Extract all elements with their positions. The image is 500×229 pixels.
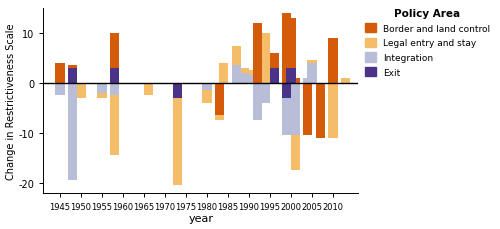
Bar — [290, 84, 300, 170]
Bar — [202, 84, 211, 91]
Bar — [290, 79, 300, 84]
Bar — [56, 64, 64, 84]
Bar — [328, 64, 338, 84]
Bar — [286, 76, 296, 84]
Bar — [68, 69, 77, 84]
Bar — [341, 79, 350, 84]
Bar — [173, 84, 182, 185]
Bar — [98, 84, 106, 98]
Bar — [110, 84, 119, 96]
Bar — [68, 66, 77, 84]
Bar — [219, 64, 228, 84]
Bar — [253, 84, 262, 121]
Legend: Border and land control, Legal entry and stay, Integration, Exit: Border and land control, Legal entry and… — [362, 5, 494, 81]
Bar — [261, 34, 270, 84]
Bar — [173, 84, 182, 98]
Bar — [328, 84, 338, 138]
Bar — [308, 64, 316, 84]
Bar — [232, 46, 241, 84]
Bar — [144, 84, 153, 96]
Bar — [253, 49, 262, 84]
Bar — [232, 66, 241, 84]
Y-axis label: Change in Restrictiveness Scale: Change in Restrictiveness Scale — [6, 23, 16, 179]
Bar — [56, 84, 64, 96]
Bar — [286, 19, 296, 84]
Bar — [76, 84, 86, 98]
Bar — [215, 84, 224, 116]
Bar — [68, 84, 77, 141]
Bar — [240, 69, 250, 84]
Bar — [290, 84, 300, 136]
Bar — [202, 84, 211, 104]
Bar — [270, 64, 279, 84]
Bar — [110, 34, 119, 84]
Bar — [316, 84, 325, 138]
Bar — [308, 61, 316, 84]
Bar — [98, 84, 106, 93]
Bar — [303, 79, 312, 84]
X-axis label: year: year — [188, 213, 213, 224]
Bar — [282, 14, 292, 84]
Bar — [286, 69, 296, 84]
Bar — [110, 84, 119, 155]
Bar — [328, 39, 338, 84]
Bar — [215, 84, 224, 98]
Bar — [282, 84, 292, 98]
Bar — [270, 69, 279, 84]
Bar — [253, 24, 262, 84]
Bar — [303, 79, 312, 84]
Bar — [261, 84, 270, 104]
Bar — [215, 84, 224, 121]
Bar — [282, 84, 292, 136]
Bar — [282, 76, 292, 84]
Bar — [244, 71, 254, 84]
Bar — [68, 84, 77, 180]
Bar — [270, 69, 279, 84]
Bar — [110, 69, 119, 84]
Bar — [173, 84, 182, 98]
Bar — [244, 76, 254, 84]
Bar — [240, 74, 250, 84]
Bar — [56, 84, 64, 93]
Bar — [286, 69, 296, 84]
Bar — [270, 54, 279, 84]
Bar — [316, 84, 325, 98]
Bar — [303, 84, 312, 136]
